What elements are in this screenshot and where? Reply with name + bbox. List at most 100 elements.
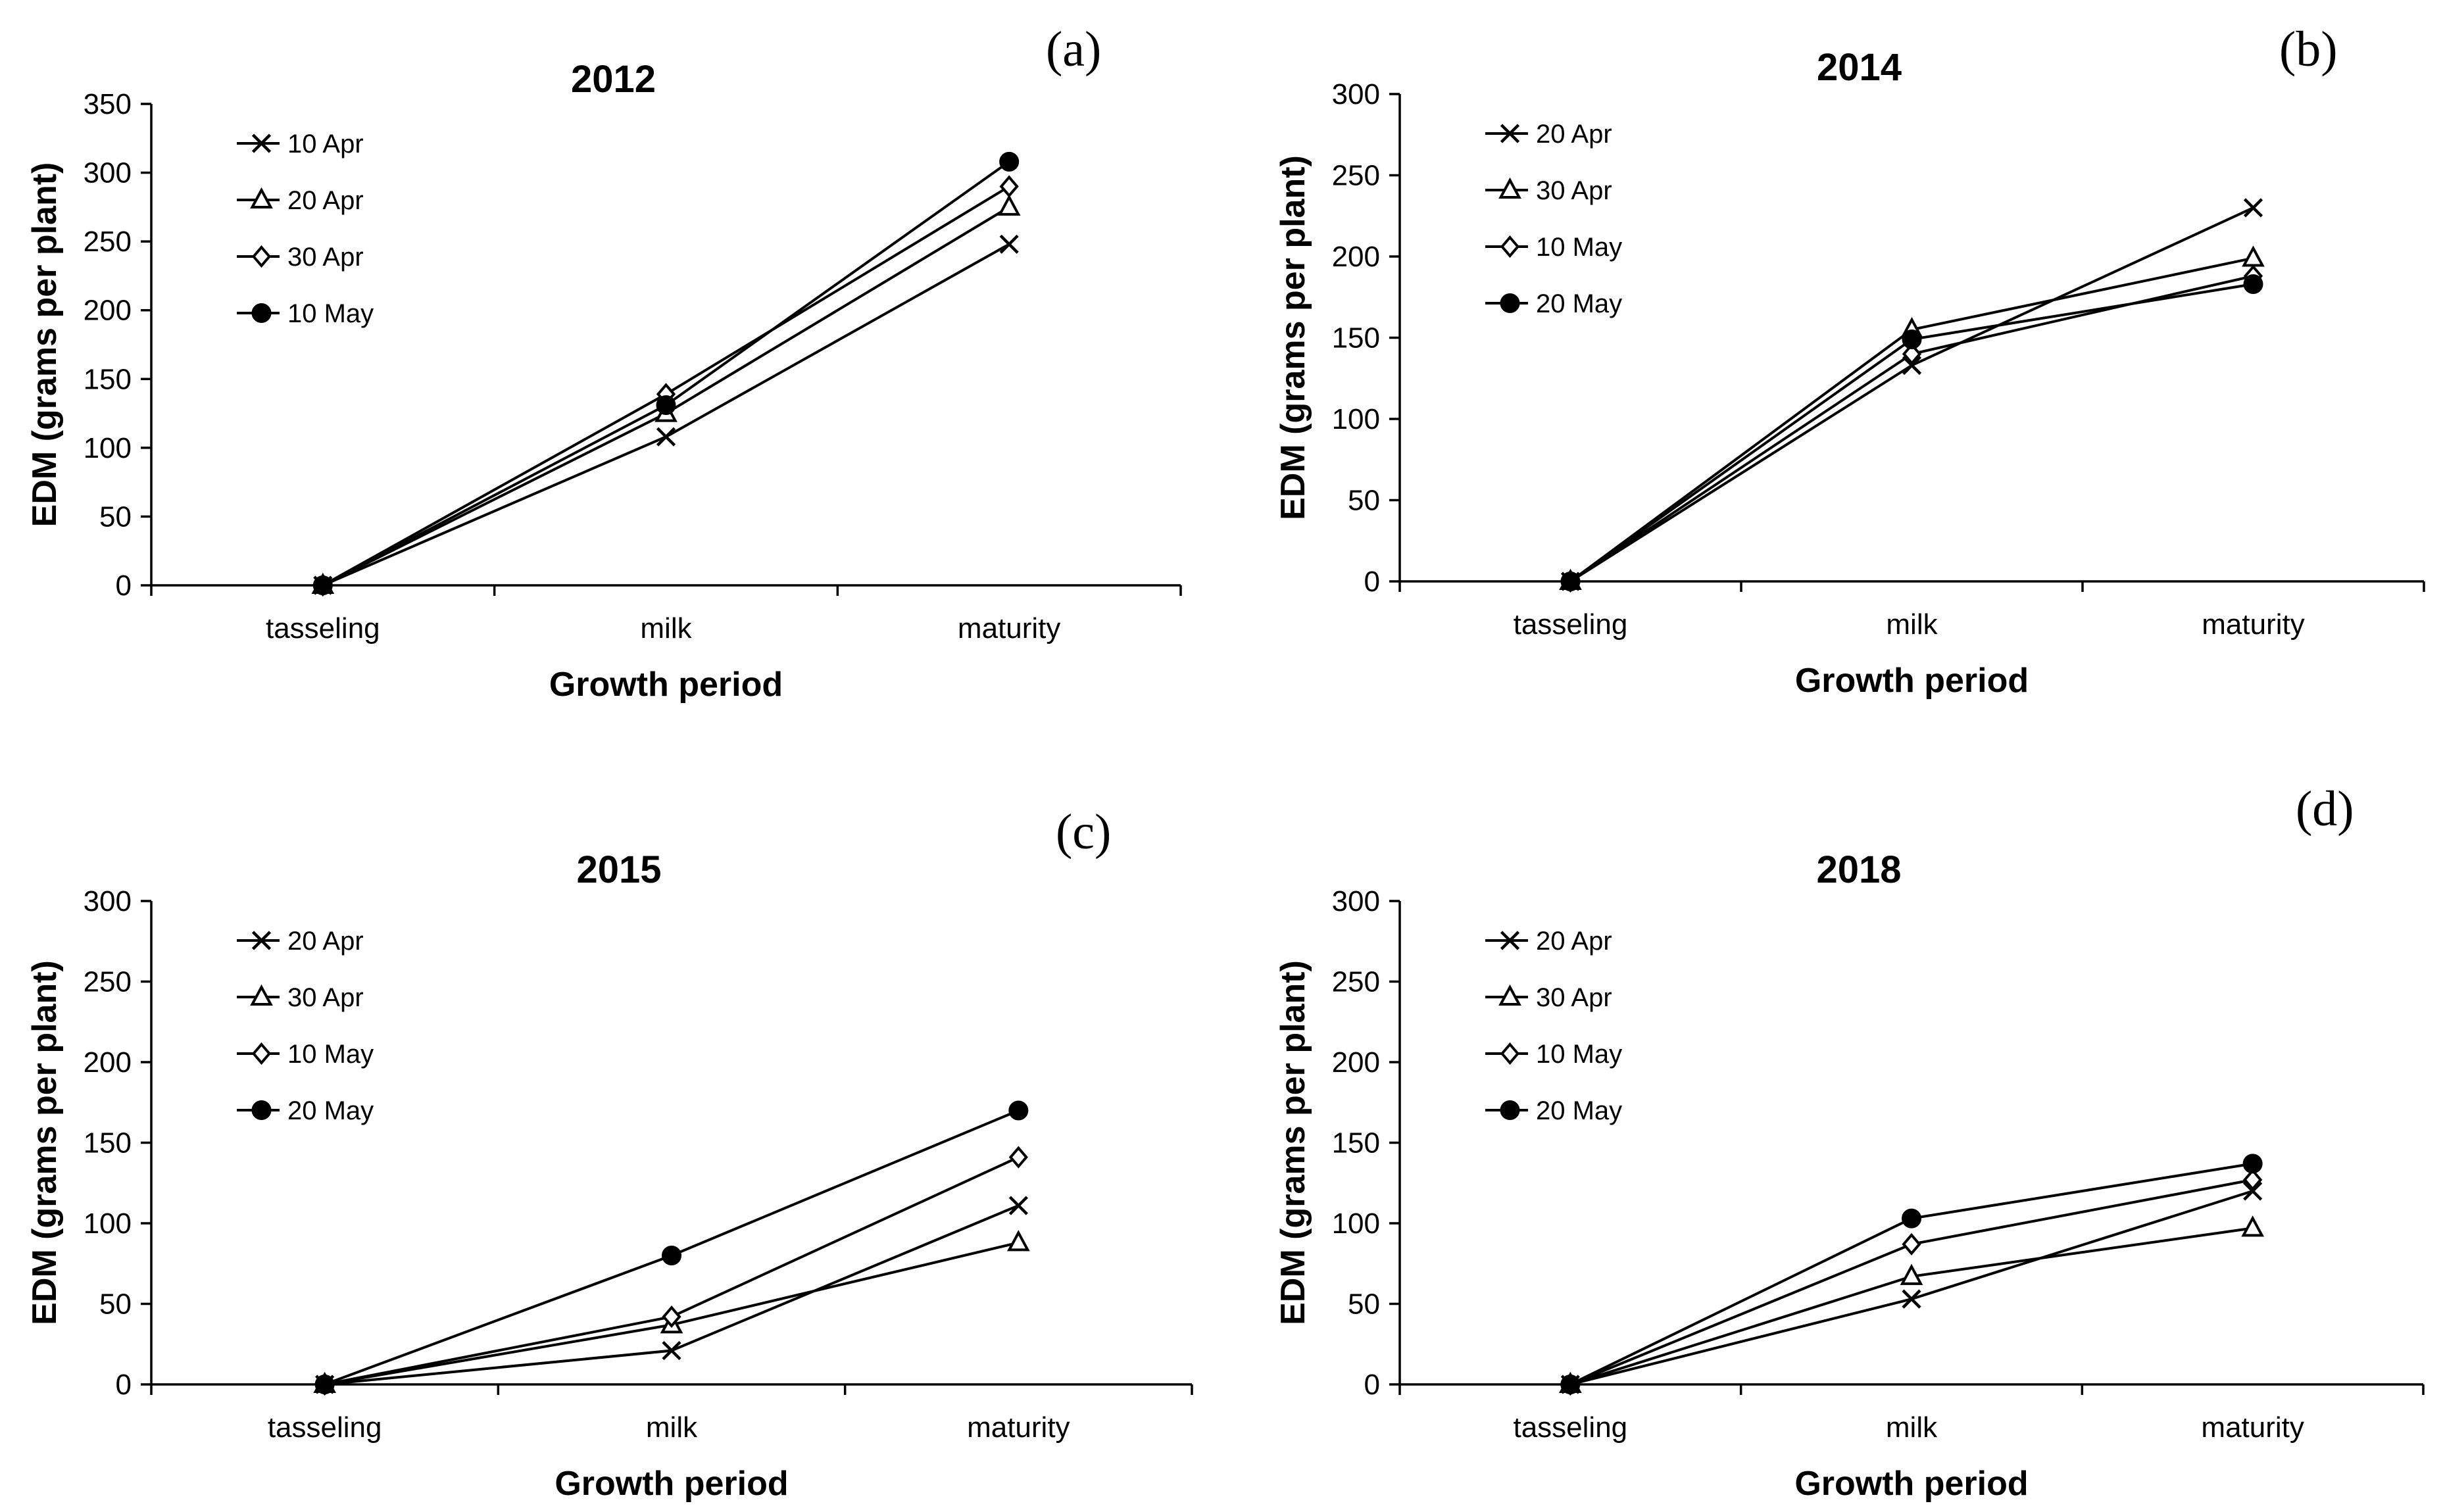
chart-panel-2012: (a) 2012 0 50 100 150 200 250 300 350 tasseling mil… <box>26 22 1182 704</box>
y-tick-label: 50 <box>99 500 132 533</box>
series-line <box>322 160 1010 587</box>
data-point-marker <box>999 234 1019 254</box>
chart-panel-2018: (d) 2018 0 50 100 150 200 250 300 tasseling milk ma… <box>1274 781 2425 1503</box>
legend-item: 20 Apr <box>1485 120 1612 149</box>
data-point-marker <box>999 151 1020 172</box>
legend-marker <box>1498 984 1521 1006</box>
y-tick-label: 0 <box>1364 1369 1380 1401</box>
series-line <box>1569 256 2254 583</box>
legend-marker <box>250 984 273 1006</box>
data-point-marker <box>314 1375 335 1394</box>
y-tick-label: 200 <box>1332 1046 1380 1079</box>
data-point-marker <box>1008 1146 1028 1169</box>
data-point-marker <box>1902 329 1922 349</box>
legend-marker <box>251 303 272 323</box>
data-point-marker <box>999 175 1019 198</box>
x-tick-label: milk <box>640 612 692 645</box>
data-point-marker <box>1902 1232 1921 1256</box>
series-20-may <box>1560 1154 2263 1394</box>
y-tick-label: 300 <box>84 157 132 189</box>
y-tick-label: 300 <box>1332 885 1380 917</box>
legend-item: 30 Apr <box>1485 176 1612 205</box>
y-tick-label: 100 <box>84 1207 132 1240</box>
series-20-apr <box>315 1196 1028 1394</box>
y-tick-label: 0 <box>116 570 132 602</box>
data-point-marker <box>1902 1208 1921 1229</box>
y-tick-label: 0 <box>1364 566 1380 598</box>
series-20-may <box>314 1100 1029 1394</box>
data-point-marker <box>1008 1196 1028 1215</box>
panel-letter: (a) <box>1046 22 1101 77</box>
data-point-marker <box>2243 1168 2263 1191</box>
x-tick-label: tasseling <box>1514 608 1628 641</box>
y-tick-label: 150 <box>84 1127 132 1159</box>
data-point-marker <box>2241 1215 2265 1237</box>
legend-label: 30 Apr <box>287 243 364 272</box>
x-tick-label: tasseling <box>1513 1411 1627 1444</box>
x-axis-title: Growth period <box>1794 1465 2028 1503</box>
legend-label: 30 Apr <box>1536 176 1612 205</box>
x-tick-label: maturity <box>967 1411 1070 1444</box>
y-tick-label: 200 <box>84 1046 132 1079</box>
series-line <box>324 1204 1020 1386</box>
legend-item: 10 May <box>1485 1040 1622 1069</box>
y-tick-label: 250 <box>84 966 132 998</box>
y-tick-label: 0 <box>116 1369 132 1401</box>
legend: 20 Apr 30 Apr 10 May 20 May <box>1485 120 1622 318</box>
legend-marker <box>1500 1042 1520 1065</box>
legend-marker <box>251 245 272 268</box>
legend-label: 10 May <box>287 1040 374 1069</box>
chart-title: 2012 <box>571 58 656 101</box>
legend-marker <box>251 931 272 950</box>
y-tick-label: 200 <box>84 295 132 327</box>
legend-item: 20 Apr <box>237 927 364 956</box>
series-10-may <box>1560 264 2263 593</box>
data-point-marker <box>656 395 676 416</box>
data-point-marker <box>2242 1154 2263 1174</box>
legend-label: 30 Apr <box>287 983 364 1012</box>
legend-item: 20 Apr <box>1485 927 1612 956</box>
data-point-marker <box>1560 572 1581 591</box>
legend-label: 20 May <box>1536 1096 1622 1125</box>
y-tick-label: 150 <box>1332 1127 1380 1159</box>
legend-marker <box>251 1042 272 1065</box>
y-tick-label: 150 <box>84 363 132 395</box>
data-point-marker <box>1902 343 1922 366</box>
legend-item: 10 May <box>237 1040 374 1069</box>
panel-letter: (b) <box>2279 22 2338 77</box>
data-point-marker <box>1008 1100 1029 1121</box>
chart-title: 2014 <box>1817 46 1902 89</box>
panel-letter: (d) <box>2296 781 2354 837</box>
y-tick-label: 100 <box>1332 403 1380 435</box>
legend-item: 20 May <box>237 1096 374 1125</box>
series-20-may <box>1560 274 2263 591</box>
y-tick-label: 150 <box>1332 322 1380 354</box>
legend: 20 Apr 30 Apr 10 May 20 May <box>1485 927 1622 1125</box>
data-point-marker <box>656 427 676 447</box>
data-point-marker <box>1560 1375 1581 1394</box>
legend-label: 10 May <box>1536 1040 1622 1069</box>
legend-marker <box>1500 124 1520 143</box>
x-axis-title: Growth period <box>1795 662 2029 700</box>
chart-panel-2014: (b) 2014 0 50 100 150 200 250 300 tasseling milk ma… <box>1274 22 2425 700</box>
x-tick-label: tasseling <box>266 612 380 645</box>
y-tick-label: 250 <box>84 226 132 258</box>
legend-label: 20 May <box>1536 289 1622 318</box>
panel-letter: (c) <box>1056 804 1111 860</box>
data-point-marker <box>1902 355 1922 376</box>
data-point-marker <box>1900 1263 1923 1285</box>
data-point-marker <box>2243 274 2263 294</box>
legend-marker <box>1498 177 1521 199</box>
chart-title: 2018 <box>1816 848 1901 891</box>
y-tick-label: 300 <box>84 885 132 917</box>
legend-label: 10 May <box>1536 233 1622 262</box>
legend-item: 20 May <box>1485 1096 1622 1125</box>
legend-label: 20 Apr <box>287 927 364 956</box>
legend-item: 30 Apr <box>237 983 364 1012</box>
x-tick-label: tasseling <box>268 1411 382 1444</box>
legend-item: 10 May <box>237 299 374 328</box>
legend-marker <box>251 134 272 153</box>
chart-panel-2015: (c) 2015 0 50 100 150 200 250 300 tasseling milk ma… <box>26 804 1193 1503</box>
x-tick-label: milk <box>1886 1411 1938 1444</box>
